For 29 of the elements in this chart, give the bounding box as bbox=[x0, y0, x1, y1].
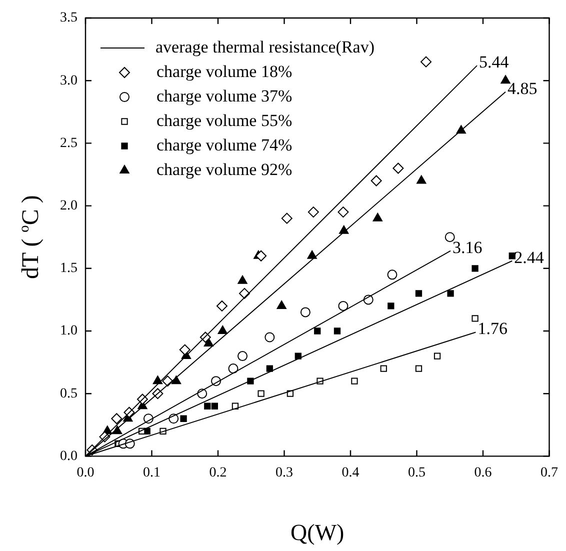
x-tick-label: 0.6 bbox=[474, 465, 492, 480]
x-tick-label: 0.4 bbox=[342, 465, 360, 480]
x-tick-label: 0.2 bbox=[209, 465, 227, 480]
x-tick-label: 0.0 bbox=[76, 465, 94, 480]
annotation: 4.85 bbox=[508, 78, 538, 98]
legend-label: charge volume 92% bbox=[156, 160, 292, 179]
y-tick-label: 2.5 bbox=[60, 136, 78, 151]
x-tick-label: 0.5 bbox=[408, 465, 426, 480]
x-axis-title: Q(W) bbox=[290, 520, 344, 545]
y-tick-label: 3.5 bbox=[60, 10, 78, 26]
y-tick-label: 1.0 bbox=[60, 324, 78, 339]
y-tick-label: 3.0 bbox=[60, 73, 78, 88]
annotation: 1.76 bbox=[478, 319, 508, 338]
y-axis-title: dT ( oC ) bbox=[16, 195, 44, 280]
annotation: 3.16 bbox=[452, 238, 482, 257]
annotation: 2.44 bbox=[514, 248, 544, 267]
y-tick-label: 0.0 bbox=[60, 448, 78, 464]
x-tick-label: 0.3 bbox=[276, 465, 293, 480]
legend-label: charge volume 37% bbox=[156, 86, 292, 106]
y-tick-label: 1.5 bbox=[60, 261, 78, 276]
legend-label: average thermal resistance(Rav) bbox=[156, 37, 374, 56]
x-tick-label: 0.7 bbox=[540, 465, 558, 480]
annotation: 5.44 bbox=[479, 52, 510, 72]
y-tick-label: 2.0 bbox=[60, 198, 78, 214]
legend-label: charge volume 55% bbox=[156, 110, 292, 130]
x-tick-label: 0.1 bbox=[143, 465, 160, 480]
y-tick-label: 0.5 bbox=[60, 386, 78, 402]
legend-label: charge volume 74% bbox=[156, 135, 292, 154]
legend-label: charge volume 18% bbox=[156, 62, 292, 81]
